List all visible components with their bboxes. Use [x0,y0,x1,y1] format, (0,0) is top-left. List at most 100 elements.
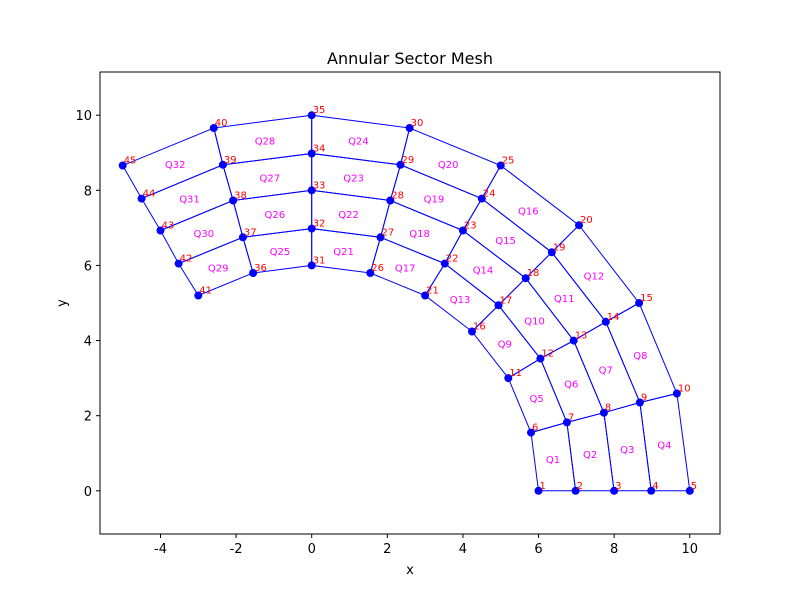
node-2 [571,486,580,495]
element-label-Q4: Q4 [657,440,671,451]
node-35 [307,111,316,120]
element-label-Q13: Q13 [450,295,471,306]
node-label-20: 20 [580,215,593,226]
node-11 [504,374,513,383]
node-20 [575,221,583,230]
node-23 [458,226,467,235]
element-label-Q6: Q6 [564,380,578,391]
x-axis-label: x [406,563,414,578]
x-tick-label: 4 [459,542,467,557]
element-label-Q20: Q20 [438,160,459,171]
node-label-9: 9 [641,393,647,404]
element-label-Q26: Q26 [264,210,285,221]
element-label-Q25: Q25 [270,247,291,258]
node-label-45: 45 [124,156,137,167]
node-label-1: 1 [540,481,546,492]
element-label-Q23: Q23 [343,173,364,184]
node-label-33: 33 [313,180,326,191]
node-43 [156,226,165,235]
element-label-Q7: Q7 [599,365,613,376]
axes-frame [99,71,721,535]
element-label-Q21: Q21 [333,247,354,258]
y-tick-label: 8 [84,184,92,199]
element-label-Q9: Q9 [498,339,512,350]
x-tick-label: 0 [308,542,316,557]
element-labels: Q1 Q2 Q3 Q4 Q5 Q6 Q7 Q8 Q9 Q10 Q11 Q12 Q13 Q14 Q15 Q16 Q… [165,136,672,466]
node-label-5: 5 [691,481,697,492]
node-30 [405,124,414,132]
element-label-Q29: Q29 [208,263,229,274]
node-label-40: 40 [215,118,228,129]
node-6 [527,428,535,437]
y-tick-label: 2 [84,410,92,425]
node-label-21: 21 [426,286,439,297]
mesh-nodes [118,111,694,495]
node-9 [635,398,644,407]
node-15 [635,299,644,307]
node-labels: 1 2 3 4 567891011121314151617181920212223242… [124,105,697,492]
node-label-23: 23 [464,221,477,232]
node-41 [194,291,203,300]
node-label-27: 27 [382,227,395,238]
node-28 [386,196,395,205]
element-label-Q19: Q19 [424,195,445,206]
node-18 [521,274,530,283]
element-label-Q18: Q18 [409,229,430,240]
element-label-Q30: Q30 [193,229,214,240]
node-7 [562,418,571,427]
element-label-Q3: Q3 [620,445,634,456]
node-26 [366,269,375,277]
node-label-42: 42 [180,254,193,265]
node-label-35: 35 [313,105,326,116]
node-label-15: 15 [640,293,653,304]
node-label-17: 17 [500,295,513,306]
node-36 [249,269,258,277]
x-tick-label: 6 [534,542,542,557]
node-27 [376,233,385,242]
node-13 [569,336,578,345]
node-label-31: 31 [313,255,326,266]
node-label-38: 38 [234,191,247,202]
element-label-Q24: Q24 [348,136,369,147]
element-label-Q12: Q12 [584,272,605,283]
node-3 [610,486,619,495]
y-tick-label: 6 [84,259,92,274]
node-45 [118,161,127,170]
node-label-10: 10 [678,384,691,395]
node-12 [536,354,545,363]
chart-title: Annular Sector Mesh [327,49,493,68]
element-label-Q32: Q32 [165,160,186,171]
element-label-Q1: Q1 [546,455,560,466]
node-label-34: 34 [313,144,326,155]
node-label-41: 41 [199,286,212,297]
element-label-Q2: Q2 [583,450,597,461]
node-label-29: 29 [402,155,415,166]
node-label-26: 26 [371,263,384,274]
node-label-25: 25 [502,156,515,167]
node-label-16: 16 [473,322,486,333]
node-42 [174,259,183,268]
x-tick-label: -4 [154,542,167,557]
node-25 [496,161,505,170]
node-40 [209,124,218,132]
node-29 [396,160,405,169]
element-label-Q28: Q28 [255,136,276,147]
node-34 [307,149,316,158]
node-label-13: 13 [575,331,588,342]
x-tick-label: 2 [383,542,391,557]
x-tick-label: 10 [681,542,698,557]
node-21 [421,291,430,300]
node-label-44: 44 [143,189,156,200]
node-17 [494,301,503,310]
node-16 [468,327,476,336]
node-label-24: 24 [483,189,496,200]
node-14 [601,317,610,326]
x-axis-ticks: -4 -2 0 2 4 6 8 10 [154,534,698,557]
element-label-Q8: Q8 [633,351,647,362]
node-label-36: 36 [254,263,267,274]
node-label-39: 39 [224,155,237,166]
node-39 [218,160,227,169]
y-tick-label: 4 [84,335,92,350]
y-axis-ticks: 0 2 4 6 8 10 [75,109,100,500]
